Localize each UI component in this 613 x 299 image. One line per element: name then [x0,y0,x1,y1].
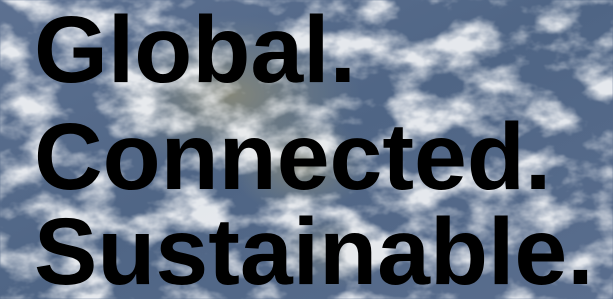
banner-graphic: Global. Connected. Sustainable. [0,0,613,299]
headline-line: Sustainable. [34,199,594,299]
headline-line: Global. [34,0,356,103]
headline-line: Connected. [34,104,551,210]
banner: Global. Connected. Sustainable. [0,0,613,299]
